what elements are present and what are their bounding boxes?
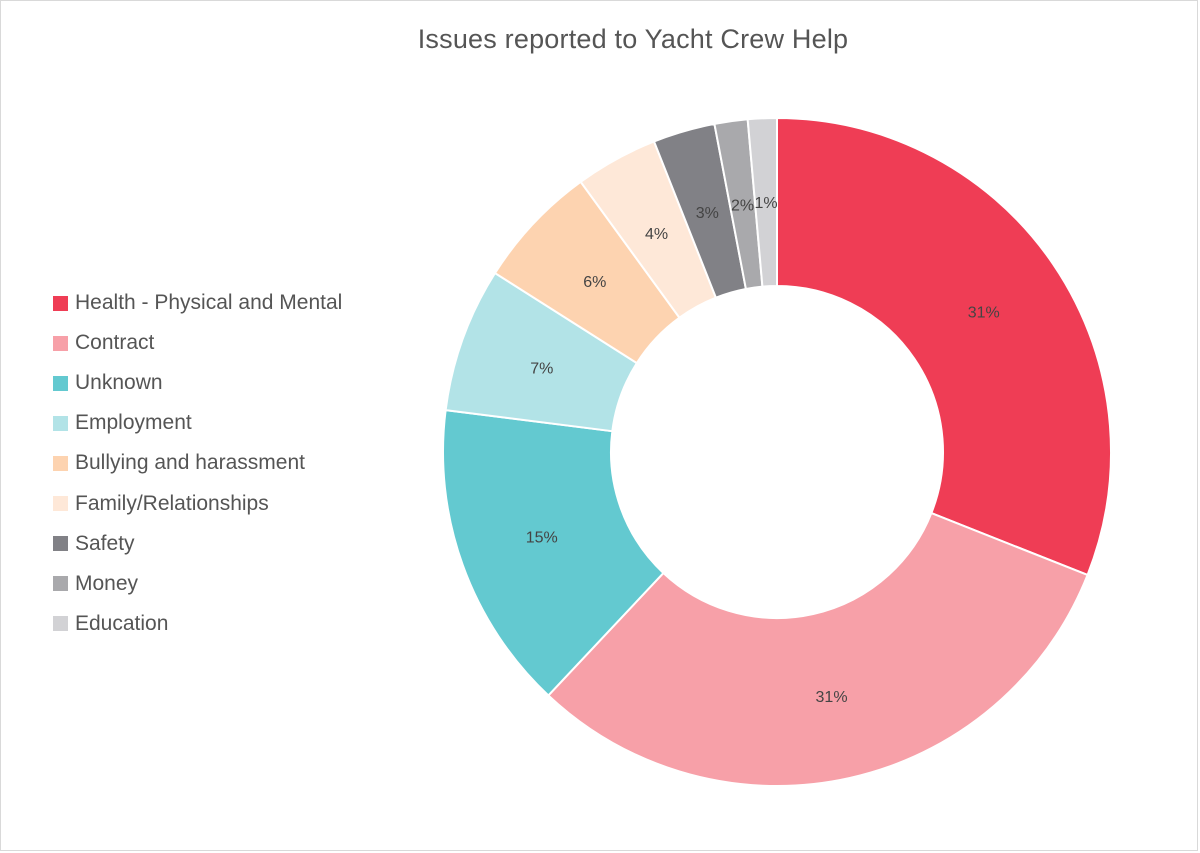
legend-label: Safety (75, 531, 135, 555)
slice-data-label: 31% (968, 304, 1000, 321)
legend-swatch (53, 415, 68, 431)
slice-data-label: 1% (754, 195, 777, 212)
legend-label: Health - Physical and Mental (75, 291, 343, 315)
legend-item: Money (53, 564, 342, 604)
legend-item: Contract (53, 323, 342, 363)
legend-item: Family/Relationships (53, 483, 342, 523)
slice-data-label: 3% (696, 205, 719, 222)
legend-swatch (53, 375, 68, 391)
legend-swatch (53, 335, 68, 351)
legend: Health - Physical and Mental Contract Unkn… (53, 283, 342, 644)
slice-data-label: 2% (731, 197, 754, 214)
donut-slice (442, 409, 665, 697)
legend-swatch (53, 536, 68, 552)
legend-swatch (53, 295, 68, 311)
legend-item: Education (53, 604, 342, 644)
slice-data-label: 6% (583, 274, 606, 291)
legend-label: Bullying and harassment (75, 451, 305, 475)
chart-title: Issues reported to Yacht Crew Help (417, 24, 849, 54)
legend-swatch (53, 455, 68, 471)
legend-label: Education (75, 611, 169, 635)
legend-swatch (53, 496, 68, 512)
donut-slice (746, 116, 778, 288)
legend-swatch (53, 616, 68, 632)
slice-data-label: 7% (530, 360, 553, 377)
legend-item: Bullying and harassment (53, 443, 342, 483)
legend-label: Employment (75, 411, 192, 435)
legend-label: Money (75, 571, 139, 595)
legend-label: Contract (75, 331, 155, 355)
legend-item: Unknown (53, 363, 342, 403)
slice-data-label: 31% (816, 689, 848, 706)
donut-slice (546, 511, 1089, 787)
legend-item: Health - Physical and Mental (53, 283, 342, 323)
legend-item: Safety (53, 524, 342, 564)
slice-data-label: 4% (645, 226, 668, 243)
donut-slice (776, 116, 1112, 577)
legend-label: Family/Relationships (75, 491, 269, 515)
legend-item: Employment (53, 403, 342, 443)
legend-label: Unknown (75, 371, 163, 395)
legend-swatch (53, 576, 68, 592)
slice-data-label: 15% (526, 530, 558, 547)
